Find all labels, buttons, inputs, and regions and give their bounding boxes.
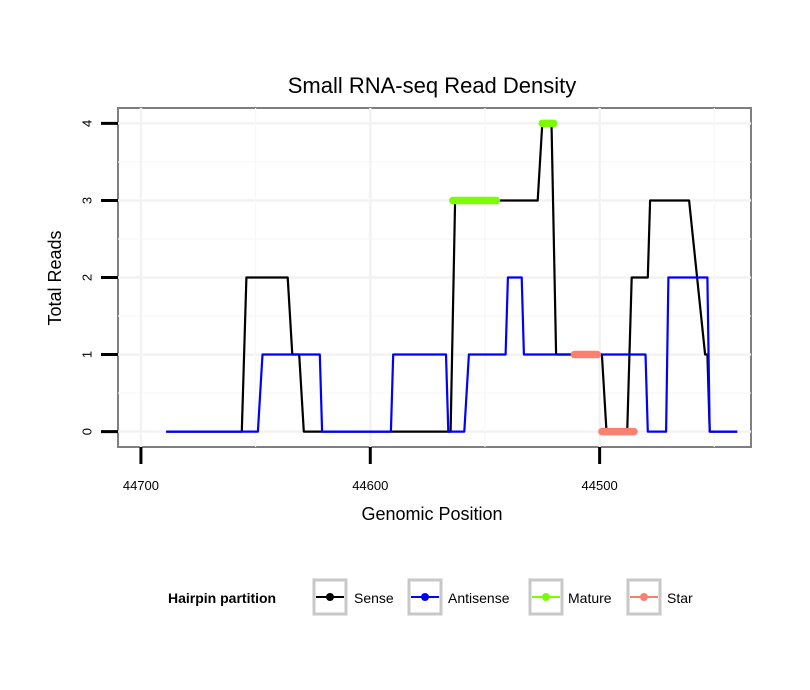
x-tick-label-1: 44600	[352, 478, 388, 493]
x-tick-label-2: 44500	[582, 478, 618, 493]
legend-label-sense: Sense	[354, 590, 394, 606]
legend-key-dot-sense	[326, 593, 334, 601]
y-tick-label-1: 1	[79, 351, 94, 358]
y-axis-title: Total Reads	[45, 230, 65, 325]
x-axis: 44700 44600 44500	[123, 447, 618, 493]
legend-label-antisense: Antisense	[448, 590, 510, 606]
x-axis-title: Genomic Position	[361, 504, 502, 524]
legend-label-mature: Mature	[568, 590, 612, 606]
legend-key-dot-mature	[542, 593, 550, 601]
legend-key-dot-antisense	[421, 593, 429, 601]
legend-key-dot-star	[640, 593, 648, 601]
x-tick-label-0: 44700	[123, 478, 159, 493]
chart-title: Small RNA-seq Read Density	[288, 73, 577, 98]
y-tick-label-0: 0	[79, 428, 94, 435]
series-antisense-line	[166, 276, 738, 433]
y-tick-label-4: 4	[79, 120, 94, 127]
legend-label-star: Star	[667, 590, 693, 606]
legend: Hairpin partition Sense Antisense Mature St…	[168, 578, 693, 616]
y-tick-label-2: 2	[79, 274, 94, 281]
y-tick-label-3: 3	[79, 197, 94, 204]
y-axis: 0 1 2 3 4	[79, 120, 118, 435]
series-lines	[166, 119, 738, 436]
legend-title: Hairpin partition	[168, 590, 276, 606]
